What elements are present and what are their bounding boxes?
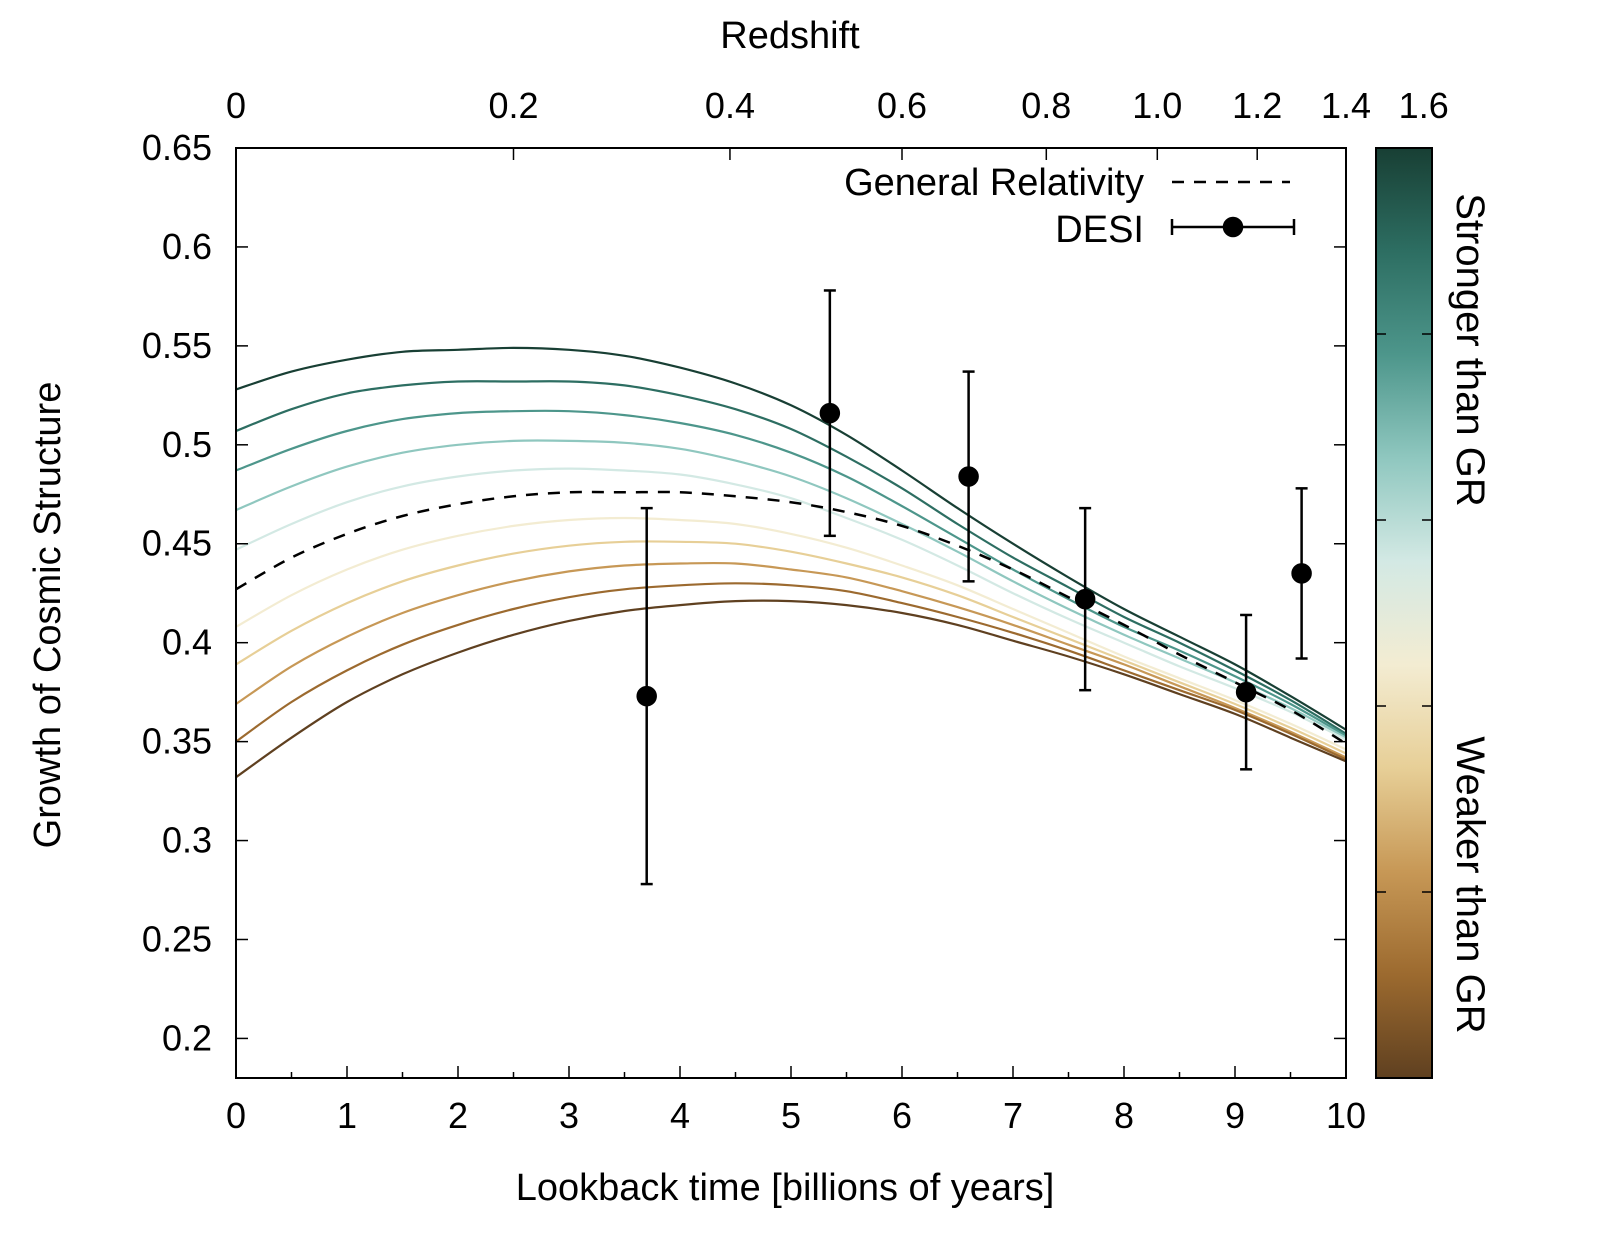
x-tick-label: 1 <box>337 1095 357 1136</box>
model-curve-7 <box>235 540 1347 755</box>
y-tick-label: 0.65 <box>142 127 212 168</box>
data-marker <box>1235 681 1257 703</box>
model-curve-8 <box>235 561 1347 759</box>
x-tick-label: 4 <box>670 1095 690 1136</box>
model-curve-3 <box>235 409 1347 737</box>
data-marker <box>1074 588 1096 610</box>
x-tick-label: 5 <box>781 1095 801 1136</box>
desi-point-3 <box>1074 506 1096 692</box>
x-tick-label: 2 <box>448 1095 468 1136</box>
gr-curve <box>235 490 1347 745</box>
x2-tick-label: 0.4 <box>705 85 755 126</box>
y-tick-label: 0.55 <box>142 325 212 366</box>
x2-tick-label: 1.6 <box>1399 85 1449 126</box>
x2-tick-label: 0.8 <box>1021 85 1071 126</box>
data-marker <box>958 466 979 487</box>
x-axis-title: Lookback time [billions of years] <box>516 1167 1055 1209</box>
desi-point-5 <box>1291 487 1312 660</box>
y-tick-label: 0.6 <box>162 226 212 267</box>
colorbar-ticks <box>1376 333 1432 893</box>
model-curve-4 <box>235 439 1347 739</box>
x-tick-label: 7 <box>1003 1095 1023 1136</box>
x2-tick-label: 1.2 <box>1232 85 1282 126</box>
colorbar-gradient <box>1375 147 1433 1079</box>
model-curves <box>235 346 1347 779</box>
colorbar: Stronger than GR Weaker than GR <box>1375 147 1492 1079</box>
model-curve-10 <box>235 599 1347 779</box>
legend-label-gr: General Relativity <box>844 162 1144 204</box>
data-marker <box>1291 563 1312 584</box>
x2-tick-label: 0.2 <box>488 85 538 126</box>
model-curve-2 <box>235 380 1347 735</box>
x2-tick-label: 0.6 <box>877 85 927 126</box>
legend-swatch-desi <box>1170 216 1296 238</box>
x-tick-label: 10 <box>1326 1095 1366 1136</box>
x-tick-label: 9 <box>1225 1095 1245 1136</box>
y-tick-label: 0.2 <box>162 1017 212 1058</box>
x2-axis-title: Redshift <box>720 15 860 57</box>
colorbar-bottom-label: Weaker than GR <box>1448 736 1492 1033</box>
x-tick-label: 3 <box>559 1095 579 1136</box>
y-tick-label: 0.5 <box>162 424 212 465</box>
legend-label-desi: DESI <box>1055 209 1144 251</box>
model-curve-5 <box>235 467 1347 741</box>
desi-point-0 <box>636 506 657 886</box>
x2-tick-label: 0 <box>226 85 246 126</box>
axis-ticks: 0.20.250.30.350.40.450.50.550.60.650 1 2 3 4… <box>142 85 1449 1136</box>
x2-tick-label: 1.0 <box>1132 85 1182 126</box>
x-tick-label: 0 <box>226 1095 246 1136</box>
y-tick-label: 0.4 <box>162 622 212 663</box>
y-tick-label: 0.35 <box>142 721 212 762</box>
model-curve-9 <box>235 582 1347 761</box>
legend: General Relativity DESI <box>844 162 1296 251</box>
y-tick-label: 0.25 <box>142 918 212 959</box>
x-tick-label: 6 <box>892 1095 912 1136</box>
data-marker <box>636 685 657 707</box>
desi-point-2 <box>958 370 979 583</box>
y-tick-label: 0.45 <box>142 523 212 564</box>
colorbar-top-label: Stronger than GR <box>1448 193 1492 507</box>
desi-point-1 <box>819 289 841 538</box>
model-curve-1 <box>235 346 1347 731</box>
y-tick-label: 0.3 <box>162 820 212 861</box>
x2-tick-label: 1.4 <box>1321 85 1371 126</box>
y-axis-title: Growth of Cosmic Structure <box>27 382 69 849</box>
model-curve-6 <box>235 516 1347 751</box>
desi-point-4 <box>1235 613 1257 771</box>
desi-points <box>636 289 1312 886</box>
data-marker <box>819 402 841 424</box>
x-tick-label: 8 <box>1114 1095 1134 1136</box>
